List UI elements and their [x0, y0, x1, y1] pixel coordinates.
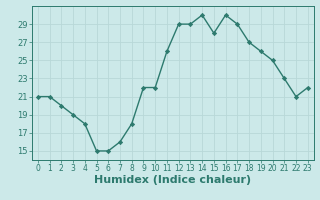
X-axis label: Humidex (Indice chaleur): Humidex (Indice chaleur) [94, 175, 252, 185]
